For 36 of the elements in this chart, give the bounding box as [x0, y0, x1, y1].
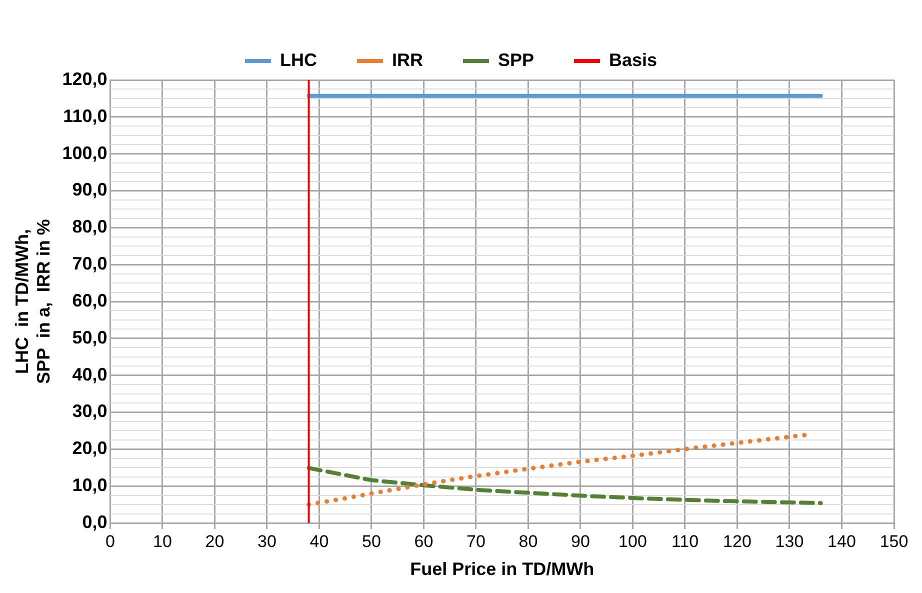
y-tick-label: 40,0	[72, 364, 108, 384]
x-tick-label: 130	[775, 532, 804, 551]
y-tick-label: 100,0	[62, 142, 108, 163]
x-tick-label: 0	[106, 532, 115, 551]
x-tick-label: 100	[618, 532, 647, 551]
legend-label: LHC	[280, 50, 317, 70]
legend-label: IRR	[392, 50, 423, 70]
y-tick-label: 90,0	[72, 180, 108, 200]
y-tick-label: 120,0	[62, 68, 108, 89]
x-tick-label: 20	[205, 532, 224, 551]
x-axis-title: Fuel Price in TD/MWh	[410, 559, 594, 580]
y-tick-label: 10,0	[72, 475, 108, 496]
y-tick-label: 110,0	[63, 106, 108, 126]
x-tick-label: 120	[723, 532, 752, 551]
x-tick-label: 110	[671, 532, 699, 551]
x-tick-label: 40	[310, 532, 329, 551]
x-tick-label: 60	[414, 532, 434, 551]
y-tick-label: 80,0	[72, 216, 108, 237]
legend-label: Basis	[608, 50, 658, 70]
x-tick-label: 150	[880, 532, 908, 551]
y-tick-label: 30,0	[72, 401, 108, 422]
y-tick-label: 60,0	[72, 290, 108, 310]
x-tick-label: 70	[466, 532, 486, 551]
x-tick-label: 30	[258, 532, 276, 551]
x-tick-label: 50	[362, 532, 381, 551]
y-tick-label: 50,0	[72, 327, 108, 348]
x-tick-label: 80	[518, 532, 538, 551]
y-tick-label: 0,0	[82, 512, 108, 532]
y-axis-title: LHC in TD/MWh, SPP in a, IRR in %	[12, 219, 54, 384]
line-series	[306, 466, 823, 506]
legend-label: SPP	[498, 50, 534, 70]
y-tick-label: 70,0	[72, 254, 108, 274]
x-tick-label: 90	[571, 532, 590, 551]
x-tick-label: 10	[153, 532, 172, 551]
y-tick-label: 20,0	[72, 438, 108, 458]
x-tick-label: 140	[828, 532, 856, 551]
